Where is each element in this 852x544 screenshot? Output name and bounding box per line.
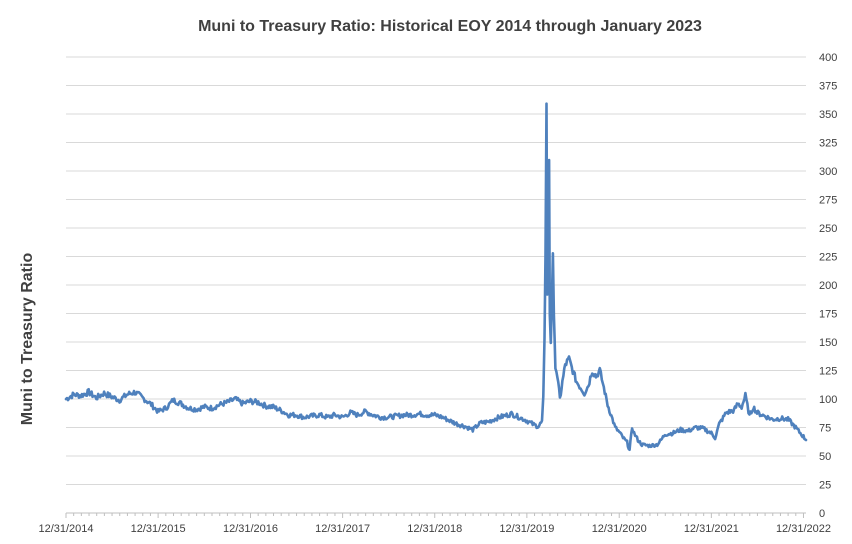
x-tick-label: 12/31/2016: [223, 523, 278, 535]
y-tick-label: 50: [819, 451, 831, 463]
y-tick-label: 375: [819, 81, 837, 93]
y-tick-label: 175: [819, 309, 837, 321]
y-tick-label: 100: [819, 394, 837, 406]
x-tick-label: 12/31/2018: [407, 523, 462, 535]
y-tick-label: 25: [819, 480, 831, 492]
y-tick-label: 150: [819, 337, 837, 349]
x-tick-label: 12/31/2021: [684, 523, 739, 535]
series-line: [64, 102, 808, 452]
x-tick-label: 12/31/2020: [592, 523, 647, 535]
series-group: [64, 102, 808, 452]
x-tick-label: 12/31/2017: [315, 523, 370, 535]
x-tick-label: 12/31/2014: [38, 523, 93, 535]
x-axis: 12/31/2014 12/31/2015 12/31/2016 12/31/2017…: [38, 512, 831, 535]
y-tick-label: 400: [819, 52, 837, 64]
x-tick-label: 12/31/2022: [776, 523, 831, 535]
chart-title: Muni to Treasury Ratio: Historical EOY 2…: [198, 18, 702, 35]
y-tick-label: 250: [819, 223, 837, 235]
y-axis: 0 25 50 75 100 125 150 175 200 225 250 275 300 325 350…: [819, 52, 837, 520]
gridlines: [66, 56, 806, 485]
x-tick-label: 12/31/2019: [499, 523, 554, 535]
y-tick-label: 200: [819, 280, 837, 292]
y-tick-label: 300: [819, 166, 837, 178]
y-tick-label: 0: [819, 508, 825, 520]
y-tick-label: 350: [819, 109, 837, 121]
y-tick-label: 75: [819, 423, 831, 435]
x-tick-label: 12/31/2015: [131, 523, 186, 535]
y-tick-label: 325: [819, 138, 837, 150]
y-tick-label: 125: [819, 366, 837, 378]
y-tick-label: 225: [819, 252, 837, 264]
y-tick-label: 275: [819, 195, 837, 207]
